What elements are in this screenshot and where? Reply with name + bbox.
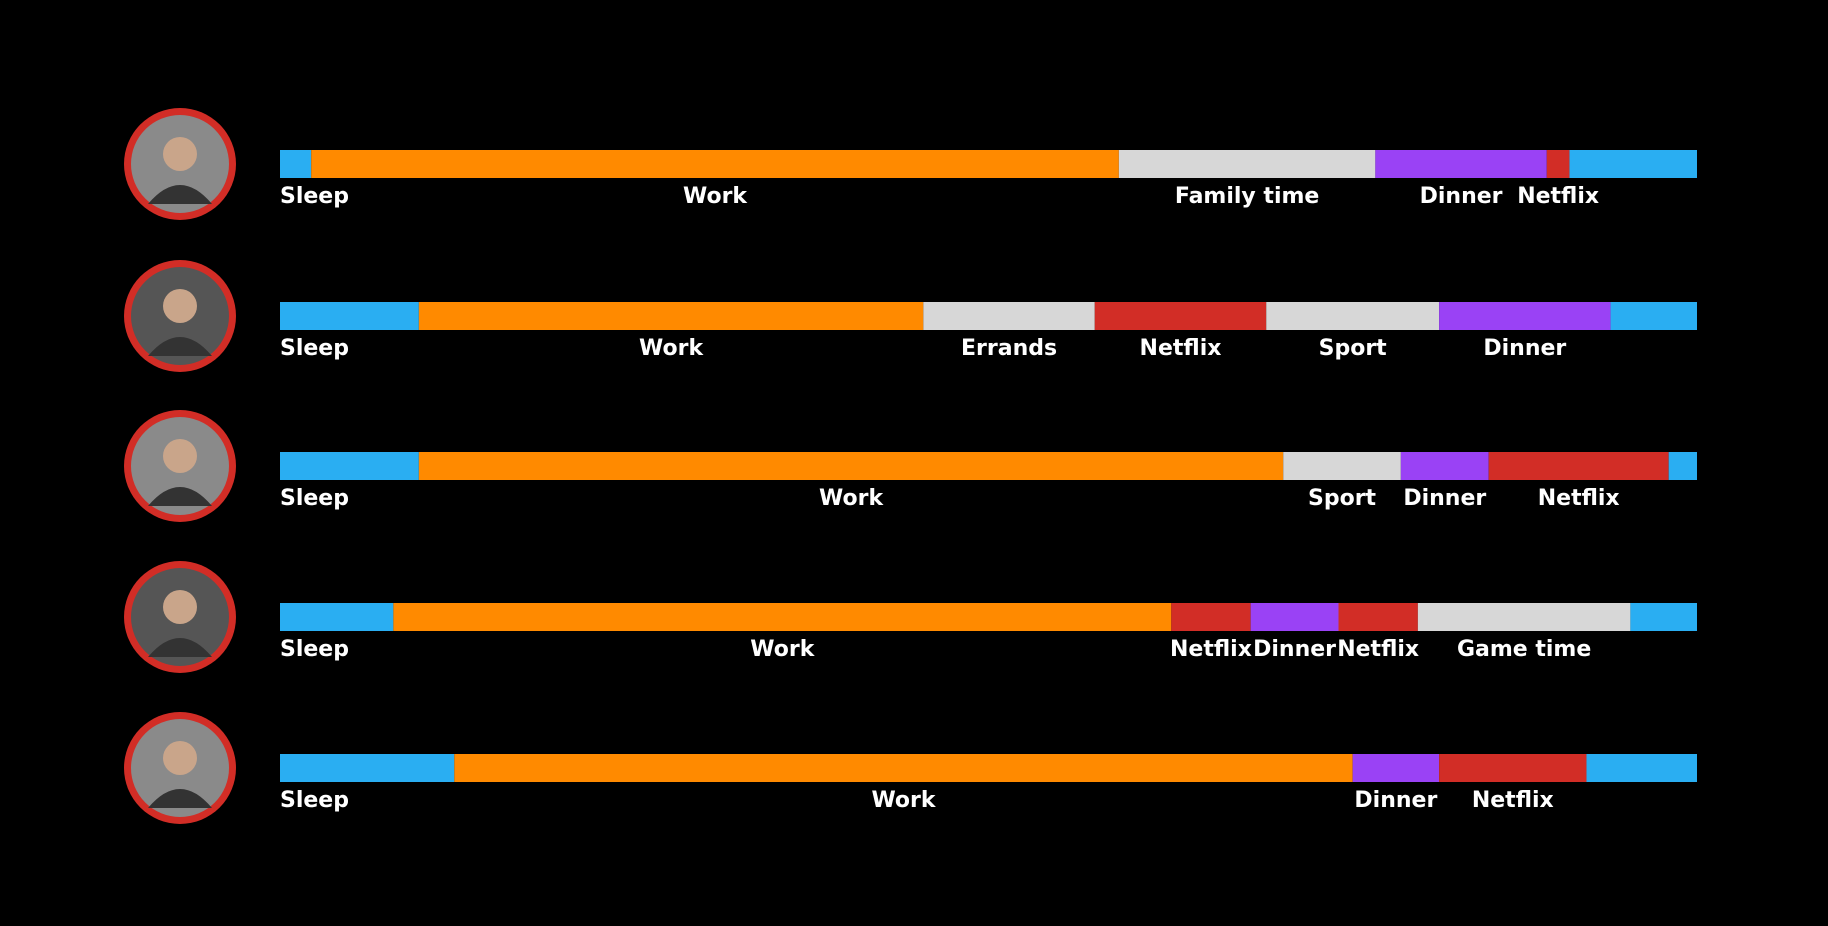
avatar	[124, 561, 236, 673]
segment	[1417, 603, 1631, 631]
segment	[1352, 754, 1440, 782]
segment	[1250, 603, 1339, 631]
segment-label: Sleep	[280, 788, 349, 813]
avatar-head	[163, 289, 197, 323]
avatar-body	[148, 638, 212, 657]
segment-label: Sleep	[280, 336, 349, 361]
segment	[1094, 302, 1267, 330]
segment	[418, 302, 924, 330]
segment	[280, 603, 394, 631]
avatar	[124, 260, 236, 372]
segment-label: Game time	[1457, 637, 1591, 662]
segment-label: Work	[639, 336, 704, 361]
segment	[280, 754, 455, 782]
segment	[418, 452, 1284, 480]
segment	[1266, 302, 1440, 330]
segment-label: Netflix	[1140, 336, 1222, 361]
segment	[1610, 302, 1697, 330]
segment	[1546, 150, 1570, 178]
segment-label: Dinner	[1403, 486, 1486, 511]
segment-label: Work	[683, 184, 748, 209]
segment	[280, 452, 419, 480]
avatar-head	[163, 439, 197, 473]
segment-label: Sleep	[280, 637, 349, 662]
segment-label: Dinner	[1420, 184, 1503, 209]
segment-label: Dinner	[1483, 336, 1566, 361]
avatar-body	[148, 487, 212, 506]
segment	[1630, 603, 1697, 631]
avatar	[124, 410, 236, 522]
avatar-head	[163, 137, 197, 171]
segment	[393, 603, 1172, 631]
segment-label: Sport	[1319, 336, 1388, 361]
segment-label: Sleep	[280, 486, 349, 511]
segment	[923, 302, 1095, 330]
segment	[454, 754, 1353, 782]
segment	[311, 150, 1119, 178]
segment-label: Work	[750, 637, 815, 662]
segment-label: Sleep	[280, 184, 349, 209]
segment-label: Family time	[1175, 184, 1320, 209]
segment-label: Netflix	[1170, 637, 1252, 662]
segment	[1375, 150, 1547, 178]
segment	[1171, 603, 1251, 631]
segment	[1668, 452, 1697, 480]
segment	[1488, 452, 1669, 480]
segment-label: Netflix	[1517, 184, 1599, 209]
segment	[1338, 603, 1418, 631]
avatar	[124, 108, 236, 220]
avatar-body	[148, 337, 212, 356]
avatar-head	[163, 741, 197, 775]
segment-label: Netflix	[1472, 788, 1554, 813]
segment	[1118, 150, 1376, 178]
segment	[1283, 452, 1401, 480]
segment-label: Work	[871, 788, 936, 813]
segment	[1569, 150, 1697, 178]
segment-label: Dinner	[1354, 788, 1437, 813]
segment-label: Dinner	[1253, 637, 1336, 662]
segment	[1439, 754, 1587, 782]
avatar	[124, 712, 236, 824]
segment-label: Netflix	[1538, 486, 1620, 511]
avatar-body	[148, 789, 212, 808]
segment-label: Errands	[961, 336, 1057, 361]
segment	[1586, 754, 1697, 782]
avatar-head	[163, 590, 197, 624]
avatar-body	[148, 185, 212, 204]
segment-label: Sport	[1308, 486, 1377, 511]
segment	[1439, 302, 1611, 330]
segment-label: Netflix	[1337, 637, 1419, 662]
segment	[280, 150, 312, 178]
segment	[280, 302, 419, 330]
segment-label: Work	[819, 486, 884, 511]
segment	[1400, 452, 1489, 480]
